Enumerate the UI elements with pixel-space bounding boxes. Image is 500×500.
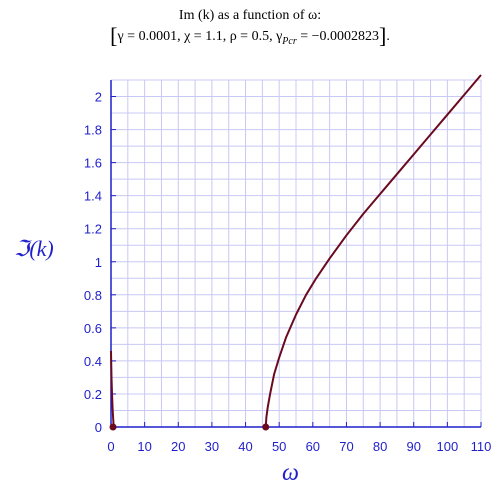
y-tick-label: 1.6 <box>84 156 102 171</box>
chart-title-line2: [γ = 0.0001, χ = 1.1, ρ = 0.5, γPcr = −0… <box>0 23 500 52</box>
series-line-2 <box>264 74 482 428</box>
x-axis-label: ω <box>282 460 299 486</box>
x-tick-label: 70 <box>339 439 353 454</box>
x-tick-label: 60 <box>306 439 320 454</box>
y-tick-label: 0.8 <box>84 288 102 303</box>
title-open-bracket: [ <box>110 23 118 48</box>
series-line-1 <box>110 350 115 428</box>
x-tick-label: 110 <box>471 439 492 454</box>
chart-title: Im (k) as a function of ω: [γ = 0.0001, … <box>0 6 500 52</box>
title-close-bracket: ] <box>379 23 387 48</box>
y-tick-label: 0.6 <box>84 321 102 336</box>
x-tick-label: 30 <box>205 439 219 454</box>
title-separator-3: , <box>269 29 277 44</box>
title-period: . <box>386 29 390 44</box>
chart-title-line1: Im (k) as a function of ω: <box>178 8 322 23</box>
title-gamma: γ = 0.0001 <box>117 29 178 44</box>
title-separator-1: , <box>177 29 185 44</box>
y-tick-label: 2 <box>95 90 102 105</box>
y-tick-label: 1.2 <box>84 222 102 237</box>
data-point <box>109 423 117 431</box>
y-tick-label: 1 <box>95 255 102 270</box>
y-axis-label: ℑ(k) <box>14 236 54 261</box>
title-gamma-pcr-value: = −0.0002823 <box>296 29 380 44</box>
y-tick-label: 0.2 <box>84 387 102 402</box>
y-tick-label: 0.4 <box>84 354 102 369</box>
x-tick-label: 0 <box>107 439 114 454</box>
grid-layer <box>110 79 482 428</box>
title-separator-2: , <box>222 29 230 44</box>
x-tick-label: 40 <box>238 439 252 454</box>
x-tick-label: 90 <box>406 439 420 454</box>
title-rho: ρ = 0.5 <box>229 29 270 44</box>
data-point <box>262 423 270 431</box>
y-tick-label: 1.4 <box>84 189 102 204</box>
curve-layer <box>110 74 482 428</box>
x-tick-label: 100 <box>437 439 459 454</box>
x-tick-label: 10 <box>137 439 151 454</box>
title-chi: χ = 1.1 <box>184 29 223 44</box>
title-gamma-pcr-subscript: Pcr <box>282 36 297 47</box>
y-tick-label: 0 <box>95 420 102 435</box>
x-tick-label: 80 <box>373 439 387 454</box>
tick-layer: 0 10 20 30 40 50 60 70 80 90 100 110 0 0.2 0.4 0.6 0.8 1 1… <box>84 90 491 454</box>
y-tick-label: 1.8 <box>84 123 102 138</box>
x-tick-label: 20 <box>171 439 185 454</box>
x-tick-label: 50 <box>272 439 286 454</box>
title-gamma-pcr-symbol: γ <box>276 29 283 44</box>
marker-layer <box>109 423 270 431</box>
